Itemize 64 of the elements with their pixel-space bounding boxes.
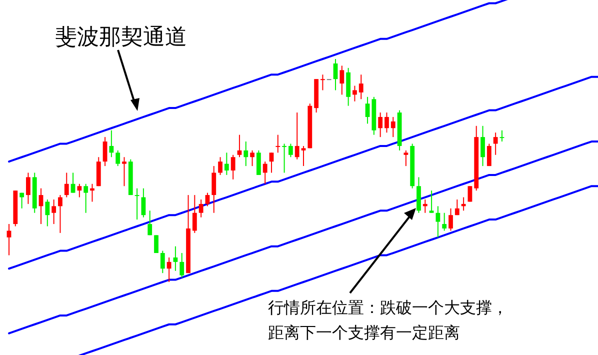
candlestick xyxy=(20,192,24,209)
candlestick xyxy=(250,150,254,167)
candlestick xyxy=(6,224,12,256)
candlestick xyxy=(237,134,242,158)
candlestick xyxy=(192,194,197,234)
candlestick xyxy=(52,198,56,225)
candlestick xyxy=(90,183,94,202)
candlestick xyxy=(436,206,440,238)
candlestick xyxy=(218,156,222,176)
candlestick xyxy=(212,166,216,214)
candlestick xyxy=(378,112,383,138)
candlestick xyxy=(288,143,293,158)
candlestick xyxy=(77,183,82,198)
candlestick xyxy=(38,188,44,225)
candlestick xyxy=(486,143,492,167)
candlestick xyxy=(340,65,344,96)
candlestick xyxy=(269,152,274,174)
candlestick xyxy=(282,143,286,174)
candlestick xyxy=(230,154,236,180)
candlestick xyxy=(198,198,204,218)
candlestick xyxy=(26,172,30,204)
candlestick xyxy=(320,74,325,91)
candlestick xyxy=(461,196,466,212)
text: 行情所在位置：跌破一个大支撑，距离下一个支撑有一定距离 xyxy=(268,298,508,342)
candlestick xyxy=(384,112,389,134)
candlestick xyxy=(333,58,338,91)
candlestick xyxy=(84,183,88,214)
candlestick xyxy=(154,234,158,254)
candlestick xyxy=(358,74,364,100)
candlestick xyxy=(173,246,178,272)
candlestick xyxy=(352,85,357,102)
candlestick xyxy=(180,252,184,278)
candlestick xyxy=(480,125,485,167)
candlestick xyxy=(109,130,114,158)
candlestick xyxy=(160,250,165,274)
candlestick xyxy=(116,150,120,167)
candlestick xyxy=(70,172,76,194)
candlestick xyxy=(256,150,261,176)
candlestick xyxy=(442,212,447,232)
candlestick xyxy=(404,150,408,167)
candlestick xyxy=(166,256,172,282)
candlestick xyxy=(122,156,126,187)
candlestick xyxy=(244,141,248,167)
candlestick xyxy=(58,194,62,234)
candlestick xyxy=(205,192,210,207)
candlestick xyxy=(468,186,472,202)
candlestick xyxy=(148,210,152,236)
candlestick xyxy=(429,190,434,214)
candlestick xyxy=(493,132,498,156)
candlestick xyxy=(454,198,460,216)
candlestick xyxy=(262,161,268,184)
candlestick xyxy=(45,198,50,227)
candlestick xyxy=(294,112,300,160)
candlestick xyxy=(448,208,453,232)
candlestick xyxy=(276,134,280,154)
candlestick xyxy=(422,198,428,214)
candlestick xyxy=(301,145,306,167)
candlestick xyxy=(365,96,370,124)
text: 斐波那契通道 xyxy=(55,25,187,50)
candlestick xyxy=(102,136,108,167)
candlestick xyxy=(141,188,146,218)
candlestick xyxy=(64,172,69,198)
candlestick xyxy=(224,152,229,176)
candlestick xyxy=(390,116,396,138)
